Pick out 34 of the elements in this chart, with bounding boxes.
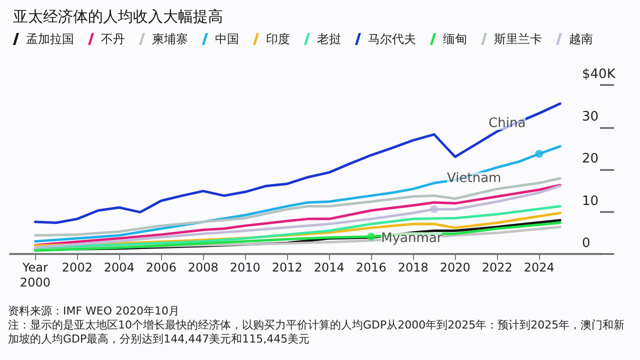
x-tick-label: 2008 [188,260,218,274]
legend-label: 缅甸 [443,32,467,46]
x-tick-label: 2010 [230,260,260,274]
legend-label: 孟加拉国 [26,32,74,46]
x-tick-label: 2006 [146,260,176,274]
chart-title: 亚太经济体的人均收入大幅提高 [13,8,223,26]
x-tick-label: 2012 [272,260,302,274]
x-tick-label: 2004 [104,260,134,274]
legend-label: 中国 [215,32,239,46]
annotation: China [488,116,526,131]
x-tick-label: 2024 [524,260,554,274]
annotation: Myanmar [381,231,443,246]
x-tick-label: 2016 [356,260,386,274]
legend-label: 不丹 [101,32,125,46]
legend-label: 印度 [266,32,290,46]
x-tick-label: 2022 [482,260,512,274]
y-tick-label: 10 [582,194,599,209]
y-tick-label: 0 [582,236,590,251]
text: 注：显示的是亚太地区10个增长最快的经济体，以购买力平价计算的人均GDP从2000年到2025年：预计到2025年，澳门和新加坡的人均GDP最高，分别达到144,447美元和115,445美元 [8,318,625,346]
x-tick-label: 2020 [440,260,470,274]
annotation: Vietnam [447,171,502,186]
legend-label: 柬埔寨 [152,32,188,46]
legend-label: 斯里兰卡 [494,32,542,46]
text: 资料来源：IMF WEO 2020年10月 [8,304,180,318]
legend-label: 老挝 [317,32,341,46]
legend-label: 马尔代夫 [368,32,416,46]
y-tick-label: $40K [582,67,616,82]
x-tick-label: 2014 [314,260,344,274]
x-tick-label: 2018 [398,260,428,274]
y-tick-label: 30 [582,109,599,124]
x-tick-label: 2002 [62,260,92,274]
y-tick-label: 20 [582,152,599,166]
x-tick-label: Year 2000 [20,260,50,290]
legend-label: 越南 [569,32,593,46]
